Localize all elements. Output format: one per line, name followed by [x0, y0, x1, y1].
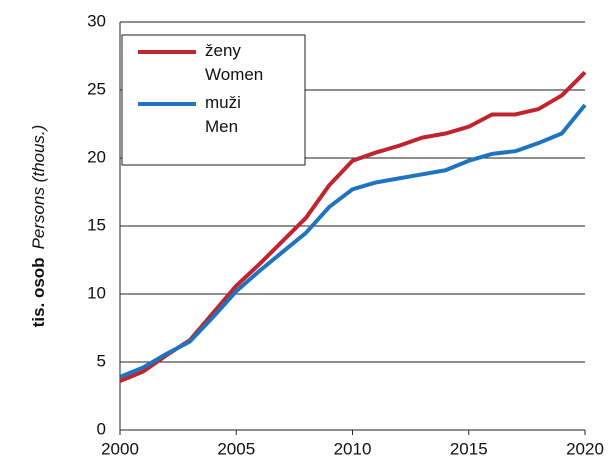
y-label-main: tis. osob — [29, 257, 48, 327]
y-tick-label: 25 — [87, 79, 106, 98]
legend-label: muži Men — [205, 93, 241, 136]
x-tick-label: 2000 — [101, 439, 139, 458]
series-line — [119, 103, 587, 379]
y-tick-label: 5 — [97, 351, 106, 370]
legend-entry: ženy Women — [205, 41, 264, 84]
x-tick-label: 2015 — [450, 439, 488, 458]
y-tick-label: 30 — [87, 11, 106, 30]
legend-label: ženy Women — [205, 41, 264, 84]
y-tick-label: 0 — [97, 419, 106, 438]
y-tick-label: 20 — [87, 147, 106, 166]
x-tick-label: 2020 — [566, 439, 604, 458]
legend-box — [121, 34, 306, 166]
y-tick-label: 10 — [87, 283, 106, 302]
y-label-sub: Persons (thous.) — [29, 125, 48, 250]
x-tick-label: 2005 — [217, 439, 255, 458]
x-tick-label: 2010 — [334, 439, 372, 458]
legend-entry: muži Men — [205, 93, 241, 136]
y-tick-label: 15 — [87, 215, 106, 234]
y-axis-label: tis. osob Persons (thous.) — [29, 125, 48, 328]
